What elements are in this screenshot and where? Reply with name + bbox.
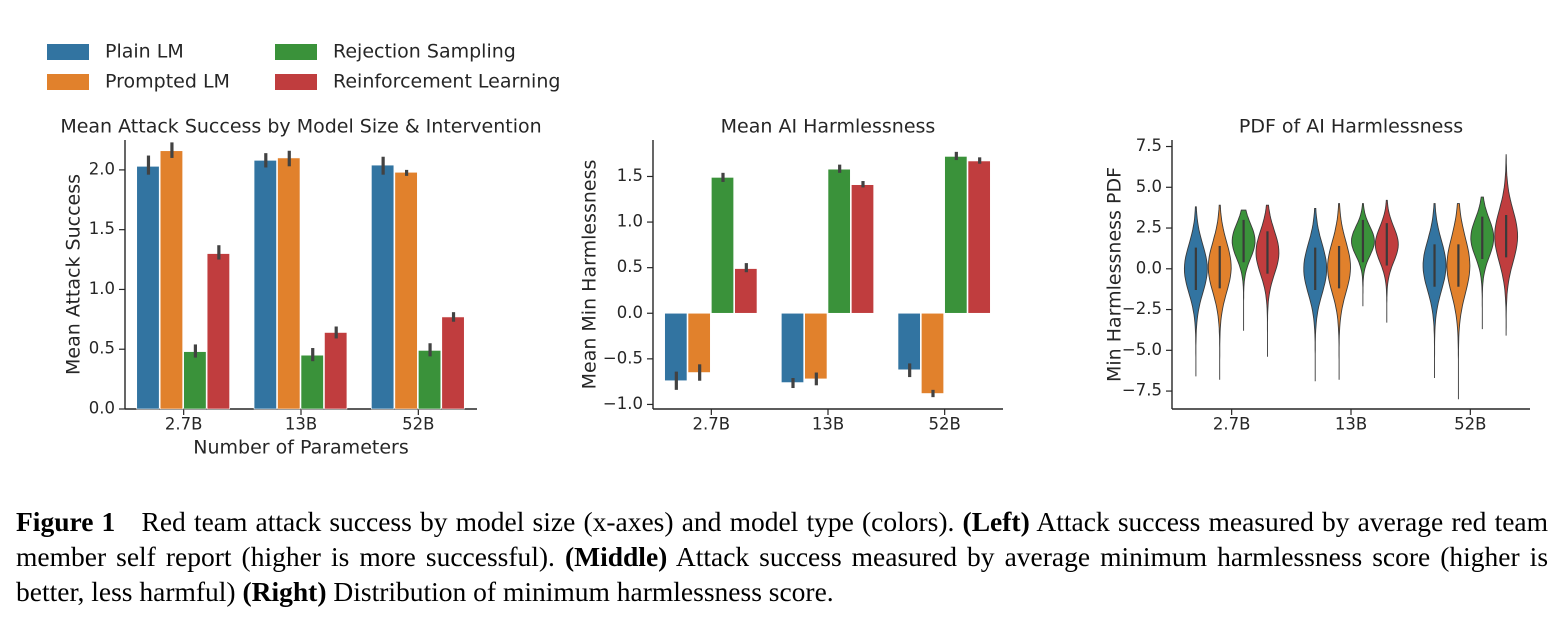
panel2-bar-plain-lm-13b: [781, 312, 804, 383]
panel2-y-tick-label: 0.5: [617, 257, 643, 276]
panel3-violin-plain-lm-52b: [1422, 203, 1447, 378]
panel2-y-tick-label: 1.5: [617, 166, 643, 185]
caption-right-tag: (Right): [242, 576, 327, 607]
legend-label-prompted-lm: Prompted LM: [105, 71, 230, 93]
panel2-y-tick-label: −0.5: [603, 348, 643, 367]
panel3-violin-prompted-lm-13b: [1327, 203, 1351, 380]
panel2-y-axis-label: Mean Min Harmlessness: [579, 160, 601, 390]
panel3-y-tick-label: 5.0: [1136, 177, 1162, 196]
panel2-bar-rejection-sampling-2-7b: [711, 177, 734, 314]
panel2-y-tick-label: 1.0: [617, 212, 643, 231]
caption-sentence-3: Attack success measured by average minim…: [16, 541, 1549, 607]
panel2-bar-plain-lm-2-7b: [664, 312, 688, 382]
legend-label-reinforcement-learning: Reinforcement Learning: [333, 71, 560, 93]
panel1-y-axis-label: Mean Attack Success: [63, 174, 85, 375]
panel2-bar-rejection-sampling-13b: [827, 168, 851, 314]
panel2-bar-plain-lm-52b: [897, 312, 921, 371]
panel1-bar-prompted-lm-52b: [394, 171, 418, 410]
panel1-bar-prompted-lm-2-7b: [159, 150, 183, 410]
panel2-bar-prompted-lm-2-7b: [687, 312, 711, 373]
panel2-bar-prompted-lm-13b: [804, 312, 828, 380]
legend-swatch-rejection-sampling: [275, 44, 317, 60]
panel1-bar-plain-lm-2-7b: [136, 166, 160, 410]
panel1-x-tick-label-2-7b: 2.7B: [165, 415, 203, 434]
caption-left-tag: (Left): [962, 506, 1030, 537]
panel2-bar-reinforcement-learning-2-7b: [734, 268, 758, 314]
panel1-title: Mean Attack Success by Model Size & Inte…: [60, 116, 541, 138]
panel3-y-tick-label: 7.5: [1136, 136, 1162, 155]
legend-label-rejection-sampling: Rejection Sampling: [333, 41, 516, 63]
caption-sentence-2: Attack success measured by average red t…: [16, 506, 1549, 572]
legend-label-plain-lm: Plain LM: [105, 41, 184, 63]
panel3-y-tick-label: 0.0: [1136, 258, 1162, 277]
panel3-violin-plain-lm-13b: [1303, 208, 1328, 382]
panel3-violin-plain-lm-2-7b: [1183, 206, 1208, 377]
figure: Plain LM Prompted LM Rejection Sampling Rei…: [47, 41, 1530, 459]
panel3-y-tick-label: 2.5: [1136, 218, 1162, 237]
panel3-violin-rejection-sampling-2-7b: [1231, 209, 1256, 331]
panel2-x-tick-label-2-7b: 2.7B: [693, 415, 731, 434]
panel1-bar-rejection-sampling-52b: [418, 350, 442, 410]
panel1-x-tick-label-52b: 52B: [402, 415, 434, 434]
panel2-y-tick-label: 0.0: [617, 303, 643, 322]
panel2-x-tick-label-52b: 52B: [929, 415, 961, 434]
panel2-bar-reinforcement-learning-13b: [851, 184, 874, 314]
caption-middle-tag: (Middle): [564, 541, 668, 572]
panel2-bar-reinforcement-learning-52b: [967, 160, 991, 314]
panel2-x-tick-label-13b: 13B: [812, 415, 844, 434]
panel1-bar-plain-lm-13b: [253, 160, 277, 410]
panel3-violin-rejection-sampling-52b: [1470, 196, 1495, 330]
panel1-bar-reinforcement-learning-13b: [324, 332, 348, 410]
caption-sentence-1: Red team attack success by model size (x…: [141, 506, 955, 537]
figure-caption: Figure 1 Red team attack success by mode…: [16, 504, 1548, 609]
panel1-bar-plain-lm-52b: [371, 164, 395, 410]
legend-swatch-plain-lm: [47, 44, 89, 60]
panel1-bar-rejection-sampling-2-7b: [183, 351, 207, 410]
panel1-y-tick-label: 1.0: [89, 279, 115, 298]
panel1-bar-reinforcement-learning-52b: [441, 316, 465, 410]
panel3-y-tick-label: −7.5: [1122, 381, 1162, 400]
panel3-y-tick-label: −5.0: [1122, 340, 1162, 359]
caption-label: Figure 1: [16, 506, 116, 537]
panel3-y-tick-label: −2.5: [1122, 299, 1162, 318]
panel3-y-axis-label: Min Harmlessness PDF: [1104, 167, 1126, 382]
panel3-x-tick-label-52b: 52B: [1454, 415, 1486, 434]
panel3-violin-reinforcement-learning-2-7b: [1255, 204, 1280, 357]
panel1-x-tick-label-13b: 13B: [285, 415, 317, 434]
panel1-bar-prompted-lm-13b: [277, 157, 301, 410]
panel3-x-tick-label-2-7b: 2.7B: [1213, 415, 1251, 434]
panel1-y-tick-label: 2.0: [89, 159, 115, 178]
panel2-title: Mean AI Harmlessness: [721, 116, 936, 138]
panel1-y-tick-label: 0.0: [89, 399, 115, 418]
panel2-y-tick-label: −1.0: [603, 394, 643, 413]
panel2-bar-rejection-sampling-52b: [944, 156, 968, 314]
panel1-x-axis-label: Number of Parameters: [193, 437, 408, 459]
panel1-y-tick-label: 1.5: [89, 219, 115, 238]
panel3-violin-prompted-lm-52b: [1446, 203, 1471, 400]
caption-sentence-4: Distribution of minimum harmlessness sco…: [333, 576, 834, 607]
legend-swatch-prompted-lm: [47, 74, 89, 90]
panel2-bar-prompted-lm-52b: [921, 312, 944, 394]
panel1-bar-rejection-sampling-13b: [300, 354, 324, 410]
panel1-bar-reinforcement-learning-2-7b: [206, 253, 230, 410]
panel1-y-tick-label: 0.5: [89, 339, 115, 358]
panel3-violin-prompted-lm-2-7b: [1207, 204, 1232, 380]
panel3-x-tick-label-13b: 13B: [1335, 415, 1367, 434]
panel3-title: PDF of AI Harmlessness: [1239, 116, 1463, 138]
legend-swatch-reinforcement-learning: [275, 74, 317, 90]
